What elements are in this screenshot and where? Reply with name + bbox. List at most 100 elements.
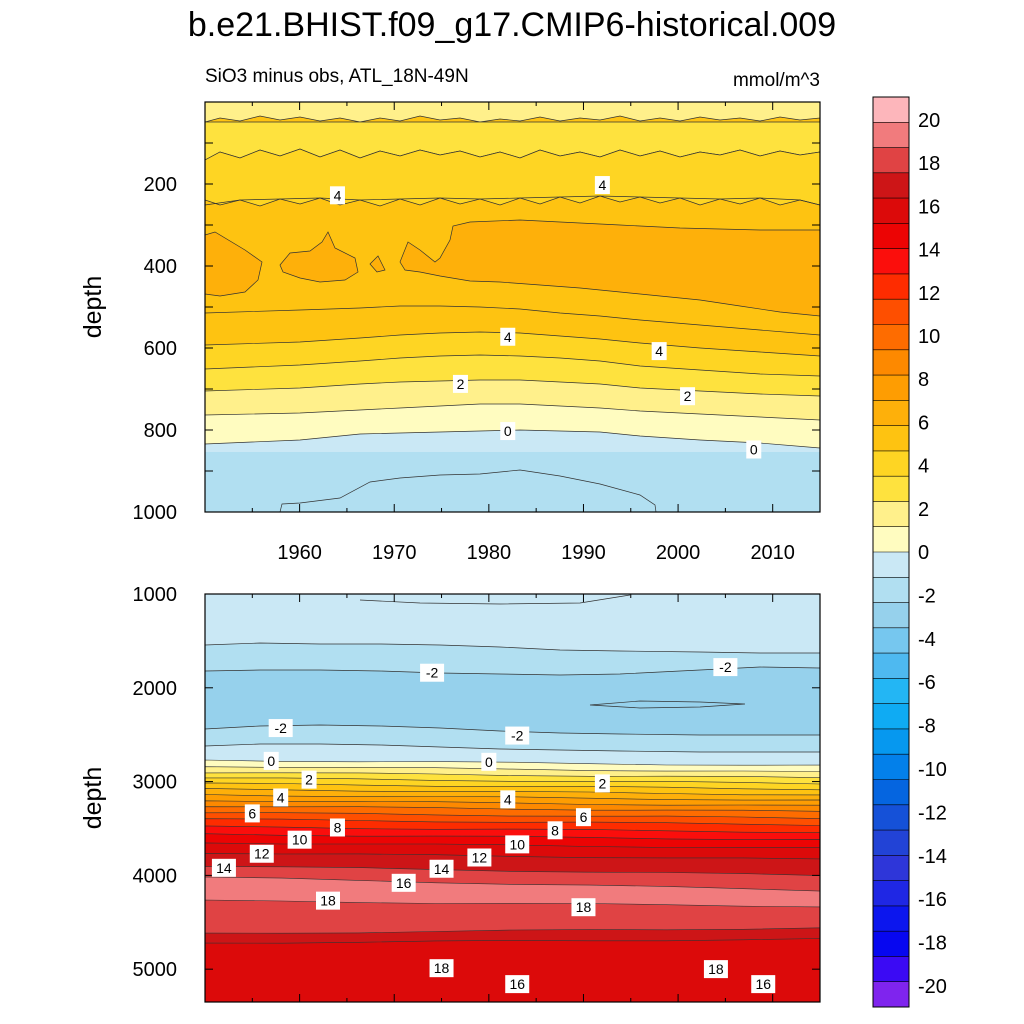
colorbar-label: 4 bbox=[918, 456, 929, 478]
colorbar-swatch bbox=[873, 324, 909, 351]
contour-label: 4 bbox=[598, 177, 606, 193]
contour-label-bg bbox=[680, 387, 696, 406]
band-6-left bbox=[205, 231, 263, 297]
contour-label-bg bbox=[249, 844, 274, 863]
contour-label-bg bbox=[505, 835, 530, 854]
bottom-y-tick-labels: 1000 2000 3000 4000 5000 bbox=[133, 584, 178, 981]
top-y-axis-label: depth bbox=[79, 276, 107, 339]
contour-label-bg bbox=[301, 770, 317, 789]
contour-label: 2 bbox=[684, 388, 692, 404]
contour-upper-4 bbox=[205, 195, 820, 206]
contour-label-bg bbox=[329, 186, 345, 205]
contour-label: 8 bbox=[551, 822, 559, 838]
y-tick-label: 5000 bbox=[133, 959, 178, 981]
colorbar-swatch bbox=[873, 905, 909, 932]
contour-label-bg bbox=[500, 422, 516, 441]
colorbar-swatch bbox=[873, 172, 909, 199]
y-tick-label: 1000 bbox=[133, 584, 178, 606]
contour-label-bg bbox=[713, 658, 738, 677]
contour-label: 16 bbox=[396, 875, 412, 891]
colorbar-label: 10 bbox=[918, 326, 940, 348]
contour-label: 18 bbox=[576, 899, 592, 915]
contour-label: 18 bbox=[434, 960, 450, 976]
contour-label: 0 bbox=[750, 442, 758, 458]
contour-label-bg bbox=[287, 830, 312, 849]
contour-label: 14 bbox=[216, 860, 232, 876]
y-tick-label: 1000 bbox=[133, 502, 178, 524]
colorbar-swatch bbox=[873, 400, 909, 426]
contour-label-bg bbox=[391, 873, 416, 892]
colorbar-label: 8 bbox=[918, 369, 929, 391]
y-tick-label: 600 bbox=[144, 338, 177, 360]
bottom-field bbox=[205, 594, 820, 1002]
colorbar-frame bbox=[872, 96, 910, 1008]
colorbar-swatch bbox=[873, 248, 909, 275]
contour-label-bg bbox=[481, 752, 497, 771]
colorbar-label: -12 bbox=[918, 802, 947, 824]
colorbar-label: 16 bbox=[918, 196, 940, 218]
bottom-panel: 1000 2000 3000 4000 5000 -2 -2 -2 -2 0 0 2 2 4 4 6 6 8 8 1… bbox=[79, 584, 821, 1003]
y-tick-label: 2000 bbox=[133, 678, 178, 700]
colorbar-swatch bbox=[873, 956, 909, 983]
y-tick-label: 4000 bbox=[133, 865, 178, 887]
colorbar-swatch bbox=[873, 375, 909, 401]
contour-label-bg bbox=[594, 176, 610, 195]
contour-label-bg bbox=[273, 788, 289, 807]
contour-label-bg bbox=[263, 751, 279, 770]
contour-label-bg bbox=[429, 859, 454, 878]
top-y-tick-labels: 200 400 600 800 1000 bbox=[133, 174, 178, 524]
contour-label: 16 bbox=[755, 976, 771, 992]
contour-label: 4 bbox=[504, 791, 512, 807]
warm-band bbox=[205, 938, 820, 1002]
colorbar-swatch bbox=[873, 526, 909, 553]
contour-label-bg bbox=[244, 804, 260, 823]
x-tick-label: 2000 bbox=[656, 542, 701, 564]
chart-title: b.e21.BHIST.f09_g17.CMIP6-historical.009 bbox=[188, 6, 836, 44]
colorbar-label: -8 bbox=[918, 716, 936, 738]
contour-label: 10 bbox=[509, 836, 525, 852]
band-6-blob2 bbox=[369, 255, 386, 273]
contour-label: -2 bbox=[511, 728, 524, 744]
contour-label: 4 bbox=[655, 343, 663, 359]
x-tick-label: 1960 bbox=[277, 542, 322, 564]
bottom-frame bbox=[204, 593, 821, 1003]
colorbar-swatch bbox=[873, 577, 909, 603]
warm-bands bbox=[205, 759, 820, 1002]
colorbar-swatch bbox=[873, 627, 909, 654]
contour-label-bg bbox=[420, 663, 445, 682]
colorbar-swatch bbox=[873, 97, 909, 123]
colorbar-label: 0 bbox=[918, 542, 929, 564]
colorbar-label: 14 bbox=[918, 240, 940, 262]
x-tick-label: 2010 bbox=[750, 542, 795, 564]
contour-label-bg bbox=[703, 960, 728, 979]
colorbar-swatch bbox=[873, 804, 909, 831]
y-tick-label: 800 bbox=[144, 420, 177, 442]
colorbar-label: 12 bbox=[918, 283, 940, 305]
contour-lower-5 bbox=[205, 305, 820, 336]
contour-label-bg bbox=[268, 719, 293, 738]
contour-label: -2 bbox=[274, 720, 287, 736]
colorbar-label: 6 bbox=[918, 412, 929, 434]
colorbar-swatch bbox=[873, 122, 909, 148]
contour-label: 4 bbox=[277, 789, 285, 805]
band-lt-minus1 bbox=[279, 469, 657, 512]
colorbar-swatch bbox=[873, 450, 909, 477]
contour-label: 16 bbox=[509, 976, 525, 992]
contour-label-bg bbox=[429, 959, 454, 978]
band-upper-3-4 bbox=[205, 148, 820, 207]
contour-label: 2 bbox=[305, 772, 313, 788]
contour-label: 12 bbox=[472, 849, 488, 865]
contour-label-bg bbox=[751, 975, 776, 994]
contour-label-bg bbox=[505, 975, 530, 994]
contour-label: 18 bbox=[320, 893, 336, 909]
contour-label: 6 bbox=[248, 805, 256, 821]
bottom-contour-labels: -2 -2 -2 -2 0 0 2 2 4 4 6 6 8 8 10 10 12 12 14 14 16 18 18 18 18… bbox=[211, 658, 776, 994]
colorbar: 20181614121086420-2-4-6-8-10-12-14-16-18… bbox=[872, 96, 947, 1008]
colorbar-swatch bbox=[873, 299, 909, 325]
colorbar-label: -14 bbox=[918, 846, 947, 868]
colorbar-swatch bbox=[873, 754, 909, 780]
colorbar-swatch bbox=[873, 349, 909, 376]
colorbar-swatch bbox=[873, 830, 909, 856]
colorbar-swatch bbox=[873, 981, 909, 1008]
